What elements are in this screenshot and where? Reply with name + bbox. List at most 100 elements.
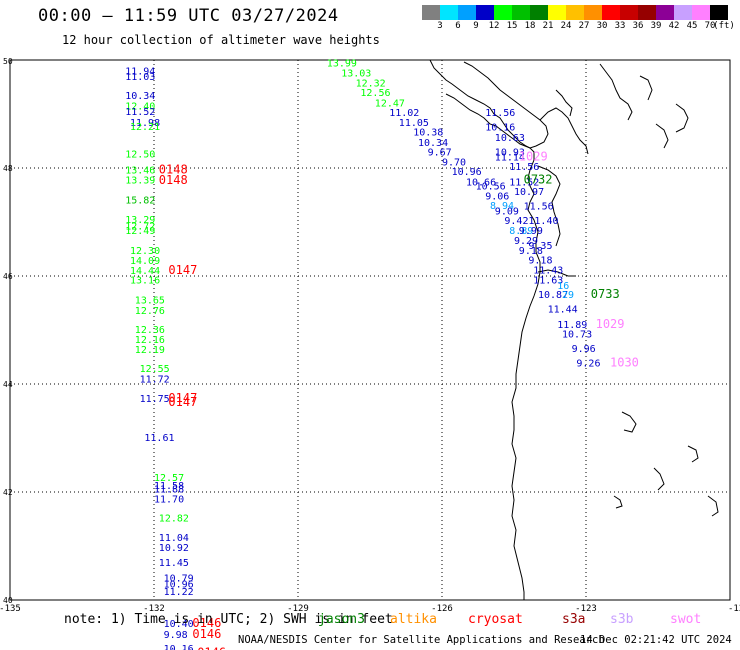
pass-time-label: 0148 xyxy=(159,162,188,176)
pass-time-label: 1029 xyxy=(596,317,625,331)
color-swatch xyxy=(620,5,638,20)
color-swatch xyxy=(566,5,584,20)
wave-height-value: 10.97 xyxy=(514,187,544,198)
color-scale-label: 6 xyxy=(455,21,461,31)
color-scale-label: 24 xyxy=(560,21,572,31)
wave-height-value: 9.06 xyxy=(485,191,509,202)
wave-height-value: 11.75 xyxy=(140,394,170,405)
wave-height-value: 11.70 xyxy=(154,494,184,505)
wave-height-value: 11.72 xyxy=(140,374,170,385)
wave-height-value: 11.88 xyxy=(154,485,184,496)
lon-label: -126 xyxy=(431,604,453,614)
color-scale-label: 27 xyxy=(578,21,590,31)
wave-height-value: 12.32 xyxy=(356,78,386,89)
page-subtitle: 12 hour collection of altimeter wave hei… xyxy=(62,33,380,47)
wave-height-value: 14.09 xyxy=(130,256,160,267)
color-swatch xyxy=(692,5,710,20)
wave-height-value: 10.56 xyxy=(476,182,506,193)
axis-labels: 50 48 46 44 42 40-135 -132 -129 -126 -123 -120 xyxy=(0,57,740,614)
color-swatch xyxy=(656,5,674,20)
satellite-label-s3b: s3b xyxy=(610,612,634,627)
satellite-label-cryosat: cryosat xyxy=(468,612,523,627)
satellite-label-swot: swot xyxy=(670,612,702,627)
graticule xyxy=(10,60,730,600)
color-swatch xyxy=(494,5,512,20)
wave-height-value: 9.35 xyxy=(528,241,552,252)
wave-height-value: 10.87 xyxy=(538,290,568,301)
color-swatch xyxy=(440,5,458,20)
coastline-islands-north xyxy=(599,63,633,121)
lat-label: 44 xyxy=(3,380,13,389)
wave-height-value: 13.16 xyxy=(130,276,160,287)
color-scale-label: 3 xyxy=(437,21,443,31)
coastline-mainland xyxy=(429,59,541,600)
color-scale-label: 39 xyxy=(650,21,662,31)
color-swatch xyxy=(512,5,530,20)
wave-height-value: 11.61 xyxy=(144,433,174,444)
footer-note: note: 1) Time is in UTC; 2) SWH is in fe… xyxy=(64,612,393,627)
lat-label: 46 xyxy=(3,272,13,281)
satellite-label-jason3: jason3 xyxy=(318,612,365,627)
wave-height-value: 10.38 xyxy=(413,128,443,139)
wave-height-value: 10.66 xyxy=(466,177,496,188)
credit-line: NOAA/NESDIS Center for Satellite Applica… xyxy=(238,634,605,646)
wave-height-value: 9.96 xyxy=(572,344,596,355)
wave-height-value: 8.94 xyxy=(490,201,514,212)
pass-time-label: 0732 xyxy=(524,173,553,187)
wave-height-value: 12.19 xyxy=(135,345,165,356)
coastline-lake-6 xyxy=(707,495,719,517)
lon-label: -120 xyxy=(728,604,740,614)
wave-height-value: 11.40 xyxy=(528,216,558,227)
wave-height-value: 11.56 xyxy=(524,202,554,213)
wave-height-value: 9.18 xyxy=(519,246,543,257)
wave-height-value: 8.89 xyxy=(509,226,533,237)
page-title: 00:00 — 11:59 UTC 03/27/2024 xyxy=(38,6,339,26)
wave-height-value: 12.49 xyxy=(125,226,155,237)
wave-height-value: 12.56 xyxy=(360,88,390,99)
color-swatch xyxy=(602,5,620,20)
wave-height-value: 11.52 xyxy=(125,107,155,118)
wave-height-value: 13.46 xyxy=(125,165,155,176)
wave-height-value: 12.72 xyxy=(125,222,155,233)
wave-height-value: 9.99 xyxy=(519,226,543,237)
wave-height-value: 13.29 xyxy=(125,215,155,226)
wave-height-value: 12.57 xyxy=(154,473,184,484)
lat-label: 48 xyxy=(3,164,13,173)
lat-label: 40 xyxy=(3,596,13,605)
wave-height-value: 11.58 xyxy=(154,481,184,492)
coastline-lake-7 xyxy=(613,495,623,509)
pass-time-label: 0147 xyxy=(168,263,197,277)
wave-height-value: 10.96 xyxy=(164,580,194,591)
satellite-label-altika: altika xyxy=(390,612,437,627)
wave-height-value: 9.70 xyxy=(442,157,466,168)
observations-layer: 11.9411.0310.3412.4011.5211.9812.2112.50… xyxy=(125,58,639,650)
wave-height-value: 12.21 xyxy=(130,122,160,133)
wave-height-value: 12.55 xyxy=(140,364,170,375)
wave-height-value: 11.02 xyxy=(389,108,419,119)
lon-label: -135 xyxy=(0,604,21,614)
wave-height-value: 10.16 xyxy=(164,644,194,650)
coastline-puget-sound xyxy=(537,165,561,247)
wave-height-value: 16 xyxy=(557,281,569,292)
wave-height-value: 12.40 xyxy=(125,102,155,113)
wave-height-value: 10.16 xyxy=(485,123,515,134)
color-scale-label: 36 xyxy=(632,21,644,31)
lon-label: -129 xyxy=(287,604,309,614)
color-scale-label: 21 xyxy=(542,21,554,31)
wave-height-value: 12.30 xyxy=(130,246,160,257)
map-frame xyxy=(9,59,731,601)
color-swatch xyxy=(710,5,728,20)
color-scale-label: 9 xyxy=(473,21,479,31)
wave-height-value: 11.56 xyxy=(509,162,539,173)
generated-timestamp: 14 Dec 02:21:42 UTC 2024 xyxy=(580,634,732,646)
pass-time-label: 0146 xyxy=(197,646,226,650)
lat-label: 50 xyxy=(3,57,13,66)
wave-height-value: 14.44 xyxy=(130,266,160,277)
color-swatch xyxy=(548,5,566,20)
wave-height-value: 12.76 xyxy=(135,306,165,317)
pass-time-label: 0147 xyxy=(168,391,197,405)
wave-height-value: 12.16 xyxy=(135,335,165,346)
coastline-columbia-river xyxy=(537,269,576,277)
wave-height-value: 12.50 xyxy=(125,150,155,161)
wave-height-value: 11.98 xyxy=(130,118,160,129)
